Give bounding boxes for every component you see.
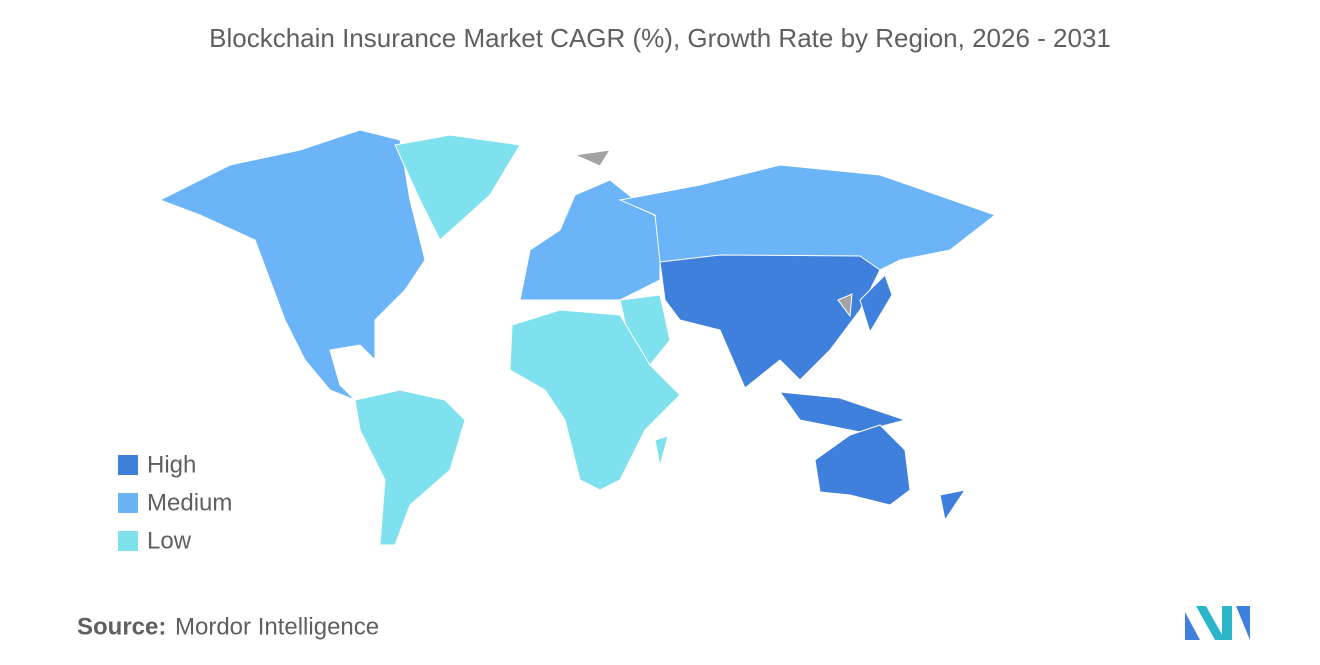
australia — [814, 424, 911, 506]
world-map — [158, 129, 997, 546]
north-america — [158, 129, 426, 401]
asia — [659, 254, 881, 389]
greenland — [394, 134, 521, 241]
source-text: Mordor Intelligence — [175, 613, 379, 640]
russia — [618, 164, 997, 271]
south-america — [354, 389, 466, 546]
legend-swatch — [118, 531, 138, 551]
logo — [1185, 606, 1250, 640]
southeast-asia — [778, 391, 907, 433]
legend-swatch — [118, 493, 138, 513]
korea — [837, 293, 853, 318]
source-label: Source: — [77, 613, 166, 640]
legend-label: Medium — [147, 489, 232, 516]
legend: High Medium Low — [118, 451, 232, 554]
legend-swatch — [118, 455, 138, 475]
title: Blockchain Insurance Market CAGR (%), Gr… — [209, 23, 1111, 53]
madagascar — [654, 435, 669, 467]
legend-label: High — [147, 451, 196, 478]
africa — [509, 309, 681, 491]
new-zealand — [939, 489, 967, 522]
legend-label: Low — [147, 527, 192, 554]
japan — [859, 274, 893, 334]
svalbard — [573, 149, 611, 167]
